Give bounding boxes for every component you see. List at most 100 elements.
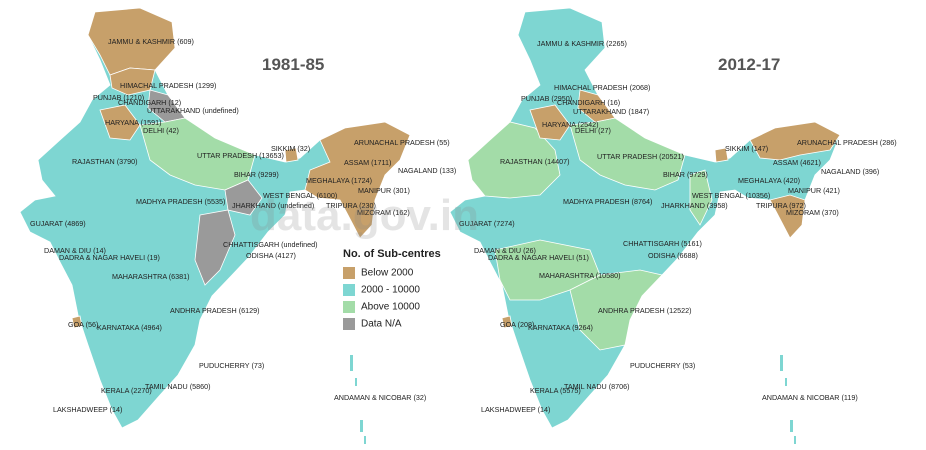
state-label: ARUNACHAL PRADESH (286) — [797, 138, 897, 147]
period-title: 1981-85 — [262, 55, 324, 74]
state-label: NAGALAND (396) — [821, 167, 879, 176]
state-label: WEST BENGAL (6100) — [263, 191, 337, 200]
state-label: JHARKHAND (undefined) — [232, 201, 314, 210]
legend-label: Above 10000 — [361, 302, 420, 313]
state-label: RAJASTHAN (14407) — [500, 157, 570, 166]
state-label: GUJARAT (4869) — [30, 219, 86, 228]
state-label: CHANDIGARH (16) — [557, 98, 620, 107]
state-label: LAKSHADWEEP (14) — [481, 405, 550, 414]
state-label: UTTARAKHAND (1847) — [573, 107, 649, 116]
state-label: GOA (56) — [68, 320, 98, 329]
state-label: CHANDIGARH (12) — [118, 98, 181, 107]
state-label: BIHAR (9299) — [234, 170, 279, 179]
andaman-islands — [350, 355, 366, 444]
region-sikkim — [284, 147, 299, 163]
state-label: HIMACHAL PRADESH (1299) — [120, 81, 216, 90]
legend-label: 2000 - 10000 — [361, 285, 420, 296]
legend-label: Data N/A — [361, 319, 402, 330]
state-label: MANIPUR (421) — [788, 186, 840, 195]
region-ne-south — [769, 194, 806, 239]
state-label: LAKSHADWEEP (14) — [53, 405, 122, 414]
state-label: CHHATTISGARH (5161) — [623, 239, 702, 248]
watermark: data.gov.in — [250, 191, 479, 240]
state-label: UTTARAKHAND (undefined) — [147, 106, 239, 115]
map-1981: 1981-85 JAMMU & KASHMIR (609) HIMACHAL PR… — [19, 7, 456, 444]
state-label: ANDHRA PRADESH (12522) — [598, 306, 691, 315]
state-label: MEGHALAYA (420) — [738, 176, 800, 185]
legend-swatch — [343, 301, 355, 313]
legend-swatch — [343, 267, 355, 279]
state-label: GUJARAT (7274) — [459, 219, 515, 228]
state-label: KARNATAKA (4964) — [97, 323, 162, 332]
state-label: NAGALAND (133) — [398, 166, 456, 175]
state-label: ODISHA (6688) — [648, 251, 698, 260]
state-label: PUDUCHERRY (53) — [630, 361, 695, 370]
state-label: BIHAR (9729) — [663, 170, 708, 179]
legend-swatch — [343, 318, 355, 330]
state-label: DELHI (42) — [143, 126, 179, 135]
legend-label: Below 2000 — [361, 268, 414, 279]
state-label: TRIPURA (230) — [326, 201, 376, 210]
region-ne — [749, 121, 841, 161]
state-label: ANDHRA PRADESH (6129) — [170, 306, 259, 315]
state-label: ODISHA (4127) — [246, 251, 296, 260]
state-label: DELHI (27) — [575, 126, 611, 135]
state-label: HARYANA (1591) — [105, 118, 161, 127]
state-label: GOA (208) — [500, 320, 534, 329]
state-label: MEGHALAYA (1724) — [306, 176, 372, 185]
state-label: ANDAMAN & NICOBAR (32) — [334, 393, 426, 402]
state-label: KERALA (5575) — [530, 386, 581, 395]
state-label: DAMAN & DIU (14) — [44, 246, 106, 255]
state-label: ANDAMAN & NICOBAR (119) — [762, 393, 858, 402]
map-2012: 2012-17 JAMMU & KASHMIR (2265) HIMACHAL P… — [449, 7, 897, 444]
region-ap — [569, 269, 663, 351]
state-label: SIKKIM (147) — [725, 144, 768, 153]
legend-title: No. of Sub-centres — [343, 248, 441, 260]
state-label: SIKKIM (32) — [271, 144, 310, 153]
legend-swatch — [343, 284, 355, 296]
region-goa — [71, 315, 83, 329]
region-ne — [304, 121, 411, 239]
region-goa — [501, 315, 513, 329]
state-label: JHARKHAND (3958) — [661, 201, 728, 210]
state-label: JAMMU & KASHMIR (609) — [108, 37, 194, 46]
state-label: HARYANA (2542) — [542, 120, 598, 129]
region-west-bengal — [689, 169, 713, 226]
state-label: DAMAN & DIU (26) — [474, 246, 536, 255]
state-label: MIZORAM (370) — [786, 208, 839, 217]
state-label: DADRA & NAGAR HAVELI (19) — [59, 253, 160, 262]
state-label: PUDUCHERRY (73) — [199, 361, 264, 370]
state-label: MAHARASHTRA (6381) — [112, 272, 190, 281]
state-label: MANIPUR (301) — [358, 186, 410, 195]
state-label: PUNJAB (2950) — [521, 94, 572, 103]
state-label: PUNJAB (1210) — [93, 93, 144, 102]
region-haryana — [99, 104, 141, 141]
state-label: MAHARASHTRA (10580) — [539, 271, 620, 280]
state-label: TRIPURA (972) — [756, 201, 806, 210]
state-label: KARNATAKA (9264) — [528, 323, 593, 332]
state-label: HIMACHAL PRADESH (2068) — [554, 83, 650, 92]
state-label: RAJASTHAN (3790) — [72, 157, 138, 166]
legend: No. of Sub-centres Below 2000 2000 - 1000… — [343, 248, 441, 330]
state-label: MADHYA PRADESH (5535) — [136, 197, 225, 206]
period-title: 2012-17 — [718, 55, 780, 74]
region-sikkim — [714, 147, 729, 163]
region-rajasthan — [467, 121, 561, 199]
state-label: MADHYA PRADESH (8764) — [563, 197, 652, 206]
state-label: UTTAR PRADESH (20521) — [597, 152, 684, 161]
region-ut — [577, 89, 616, 123]
state-label: JAMMU & KASHMIR (2265) — [537, 39, 627, 48]
state-label: ARUNACHAL PRADESH (55) — [354, 138, 450, 147]
region-chhattisgarh — [194, 209, 236, 286]
region-haryana — [529, 104, 571, 141]
state-label: DADRA & NAGAR HAVELI (51) — [488, 253, 589, 262]
state-label: TAMIL NADU (5860) — [145, 382, 211, 391]
state-label: WEST BENGAL (10356) — [692, 191, 770, 200]
state-label: UTTAR PRADESH (13653) — [197, 151, 284, 160]
state-label: MIZORAM (162) — [357, 208, 410, 217]
state-label: CHHATTISGARH (undefined) — [223, 240, 318, 249]
region-jharkhand — [224, 179, 263, 216]
andaman-islands — [780, 355, 796, 444]
state-label: TAMIL NADU (8706) — [564, 382, 630, 391]
